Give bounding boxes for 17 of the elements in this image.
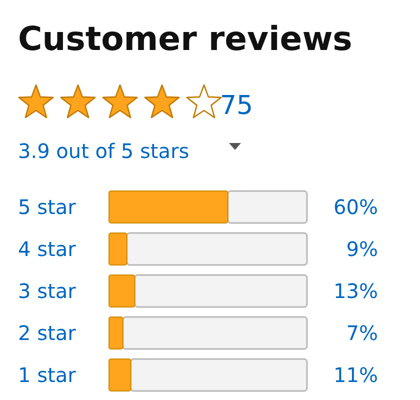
bar xyxy=(108,232,128,266)
y-tick-label: 3 star xyxy=(18,279,77,303)
data-label: 60% xyxy=(334,195,378,219)
y-tick-label: 5 star xyxy=(18,195,77,219)
bar xyxy=(108,316,124,350)
y-tick-label: 1 star xyxy=(18,363,77,387)
bar xyxy=(108,358,132,392)
bar xyxy=(108,274,136,308)
y-tick-label: 2 star xyxy=(18,321,77,345)
y-tick-label: 4 star xyxy=(18,237,77,261)
data-label: 13% xyxy=(334,279,378,303)
data-label: 11% xyxy=(334,363,378,387)
text: 3.9 out of 5 stars xyxy=(18,139,190,163)
data-label: 9% xyxy=(346,237,378,261)
chart-title: Customer reviews xyxy=(18,19,352,58)
data-label: 7% xyxy=(346,321,378,345)
text: 75 xyxy=(220,91,254,121)
